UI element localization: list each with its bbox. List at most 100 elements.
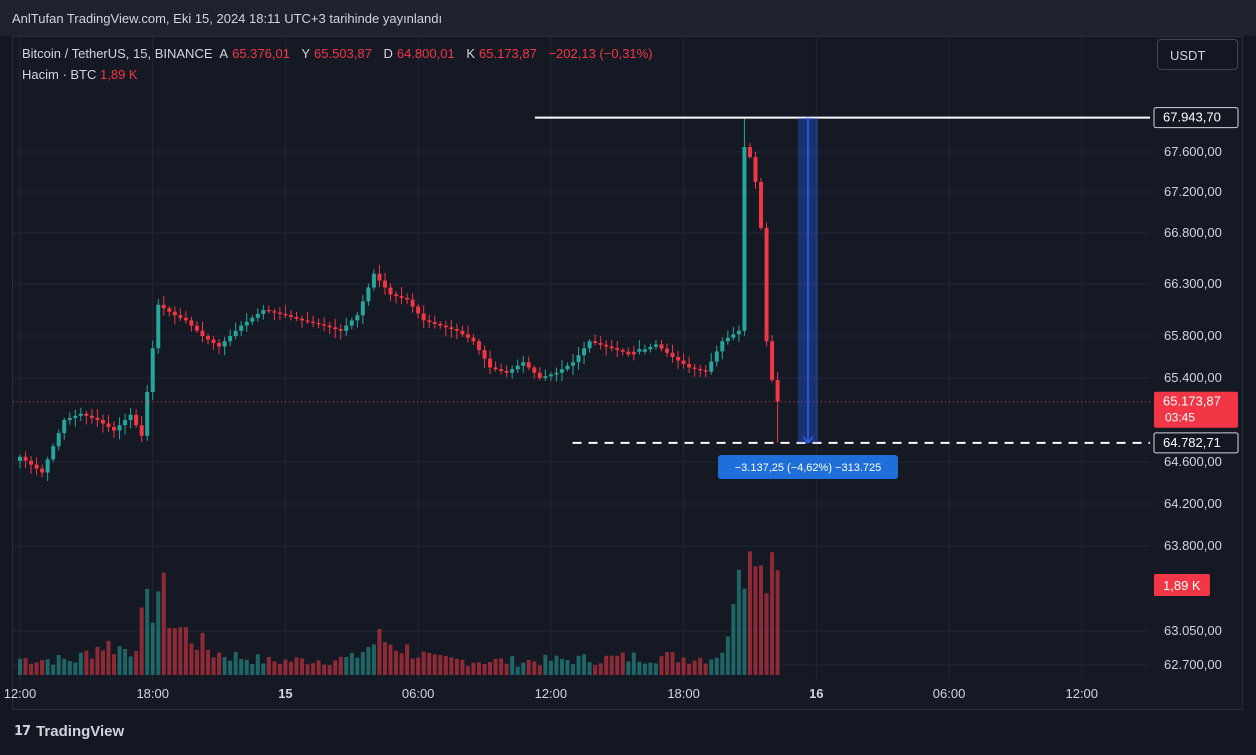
- candle: [681, 353, 686, 369]
- volume-label[interactable]: Hacim · BTC: [22, 67, 97, 82]
- candle-body: [327, 325, 332, 328]
- tradingview-brand[interactable]: 17 TradingView: [14, 723, 124, 740]
- candle-body: [687, 364, 692, 368]
- volume-bar: [510, 656, 515, 675]
- candle-body: [587, 341, 592, 349]
- candle-body: [67, 417, 72, 420]
- candle: [73, 409, 78, 427]
- volume-bar: [222, 657, 227, 675]
- volume-bar: [40, 659, 45, 675]
- chart-frame[interactable]: [12, 36, 1243, 710]
- candle-body: [620, 350, 625, 352]
- candle: [720, 337, 725, 360]
- volume-bar: [775, 570, 780, 675]
- candle-body: [482, 350, 487, 359]
- candle: [183, 310, 188, 324]
- y-tick-label: 67.600,00: [1164, 144, 1222, 159]
- candle-body: [731, 334, 736, 338]
- candle: [333, 318, 338, 339]
- measurement-label: −3.137,25 (−4,62%) −313.725: [735, 462, 881, 474]
- volume-bar: [736, 569, 741, 675]
- volume-bar: [482, 663, 487, 675]
- candle: [775, 372, 780, 443]
- candle-body: [438, 323, 443, 326]
- candle: [476, 338, 481, 355]
- candle-body: [45, 459, 50, 473]
- x-tick-label: 06:00: [933, 686, 966, 701]
- candle-body: [399, 296, 404, 298]
- volume-bar: [23, 658, 28, 675]
- candle: [548, 371, 553, 381]
- high-label: Y: [301, 46, 310, 61]
- candle-body: [665, 348, 670, 353]
- candle-body: [615, 348, 620, 350]
- volume-bar: [206, 649, 211, 675]
- candle-body: [714, 351, 719, 362]
- candle: [178, 308, 183, 322]
- volume-bar: [95, 647, 100, 675]
- candle: [416, 303, 421, 319]
- candle: [56, 429, 61, 451]
- volume-bar: [228, 660, 233, 675]
- candle-body: [128, 414, 133, 420]
- volume-bars: [18, 551, 780, 675]
- candle: [394, 291, 399, 304]
- publish-line: AnlTufan TradingView.com, Eki 15, 2024 1…: [12, 11, 443, 26]
- candle: [543, 369, 548, 381]
- volume-bar: [488, 662, 493, 675]
- dashed-line-price-tag-bg: [1153, 432, 1239, 454]
- volume-bar: [626, 661, 631, 675]
- candle: [631, 345, 636, 361]
- candle: [228, 329, 233, 347]
- candle-body: [488, 358, 493, 368]
- y-axis: 67.600,00 67.200,00 66.800,00 66.300,00 65.8…: [1164, 144, 1222, 672]
- volume-bar: [620, 652, 625, 675]
- symbol-label[interactable]: Bitcoin / TetherUS, 15, BINANCE: [22, 46, 213, 61]
- volume-bar: [438, 654, 443, 675]
- volume-bar: [676, 662, 681, 675]
- candle: [172, 306, 177, 325]
- volume-bar: [73, 662, 78, 675]
- y-tick-label: 66.800,00: [1164, 225, 1222, 240]
- candle-body: [178, 315, 183, 318]
- candle: [703, 365, 708, 378]
- candle-body: [89, 415, 94, 418]
- candle: [23, 451, 28, 469]
- candle-body: [548, 374, 553, 377]
- candle: [62, 417, 67, 440]
- candle-body: [261, 310, 266, 314]
- volume-bar: [443, 655, 448, 675]
- volume-bar: [548, 660, 553, 675]
- volume-bar: [333, 660, 338, 675]
- volume-bar: [709, 659, 714, 675]
- candle-body: [626, 351, 631, 355]
- volume-bar: [255, 654, 260, 675]
- volume-bar: [526, 659, 531, 675]
- volume-bar: [244, 659, 249, 675]
- volume-bar: [449, 657, 454, 675]
- candle-body: [211, 339, 216, 343]
- candle: [582, 341, 587, 365]
- candle: [156, 299, 161, 354]
- candle: [360, 294, 365, 325]
- candle-body: [311, 321, 316, 323]
- candle: [714, 345, 719, 367]
- volume-bar: [471, 662, 476, 675]
- volume-bar: [465, 666, 470, 675]
- candle: [117, 417, 122, 440]
- volume-bar: [665, 651, 670, 675]
- currency-button[interactable]: USDT: [1157, 39, 1238, 70]
- volume-bar: [283, 659, 288, 675]
- candle-body: [493, 367, 498, 370]
- candle-body: [609, 346, 614, 349]
- candle: [40, 464, 45, 478]
- candle: [637, 340, 642, 355]
- candle: [460, 325, 465, 337]
- candle: [565, 362, 570, 372]
- horizontal-line-price-tag-bg: [1153, 107, 1239, 129]
- candle-body: [537, 372, 542, 378]
- volume-bar: [67, 660, 72, 675]
- candle-body: [410, 299, 415, 307]
- candle: [139, 416, 144, 442]
